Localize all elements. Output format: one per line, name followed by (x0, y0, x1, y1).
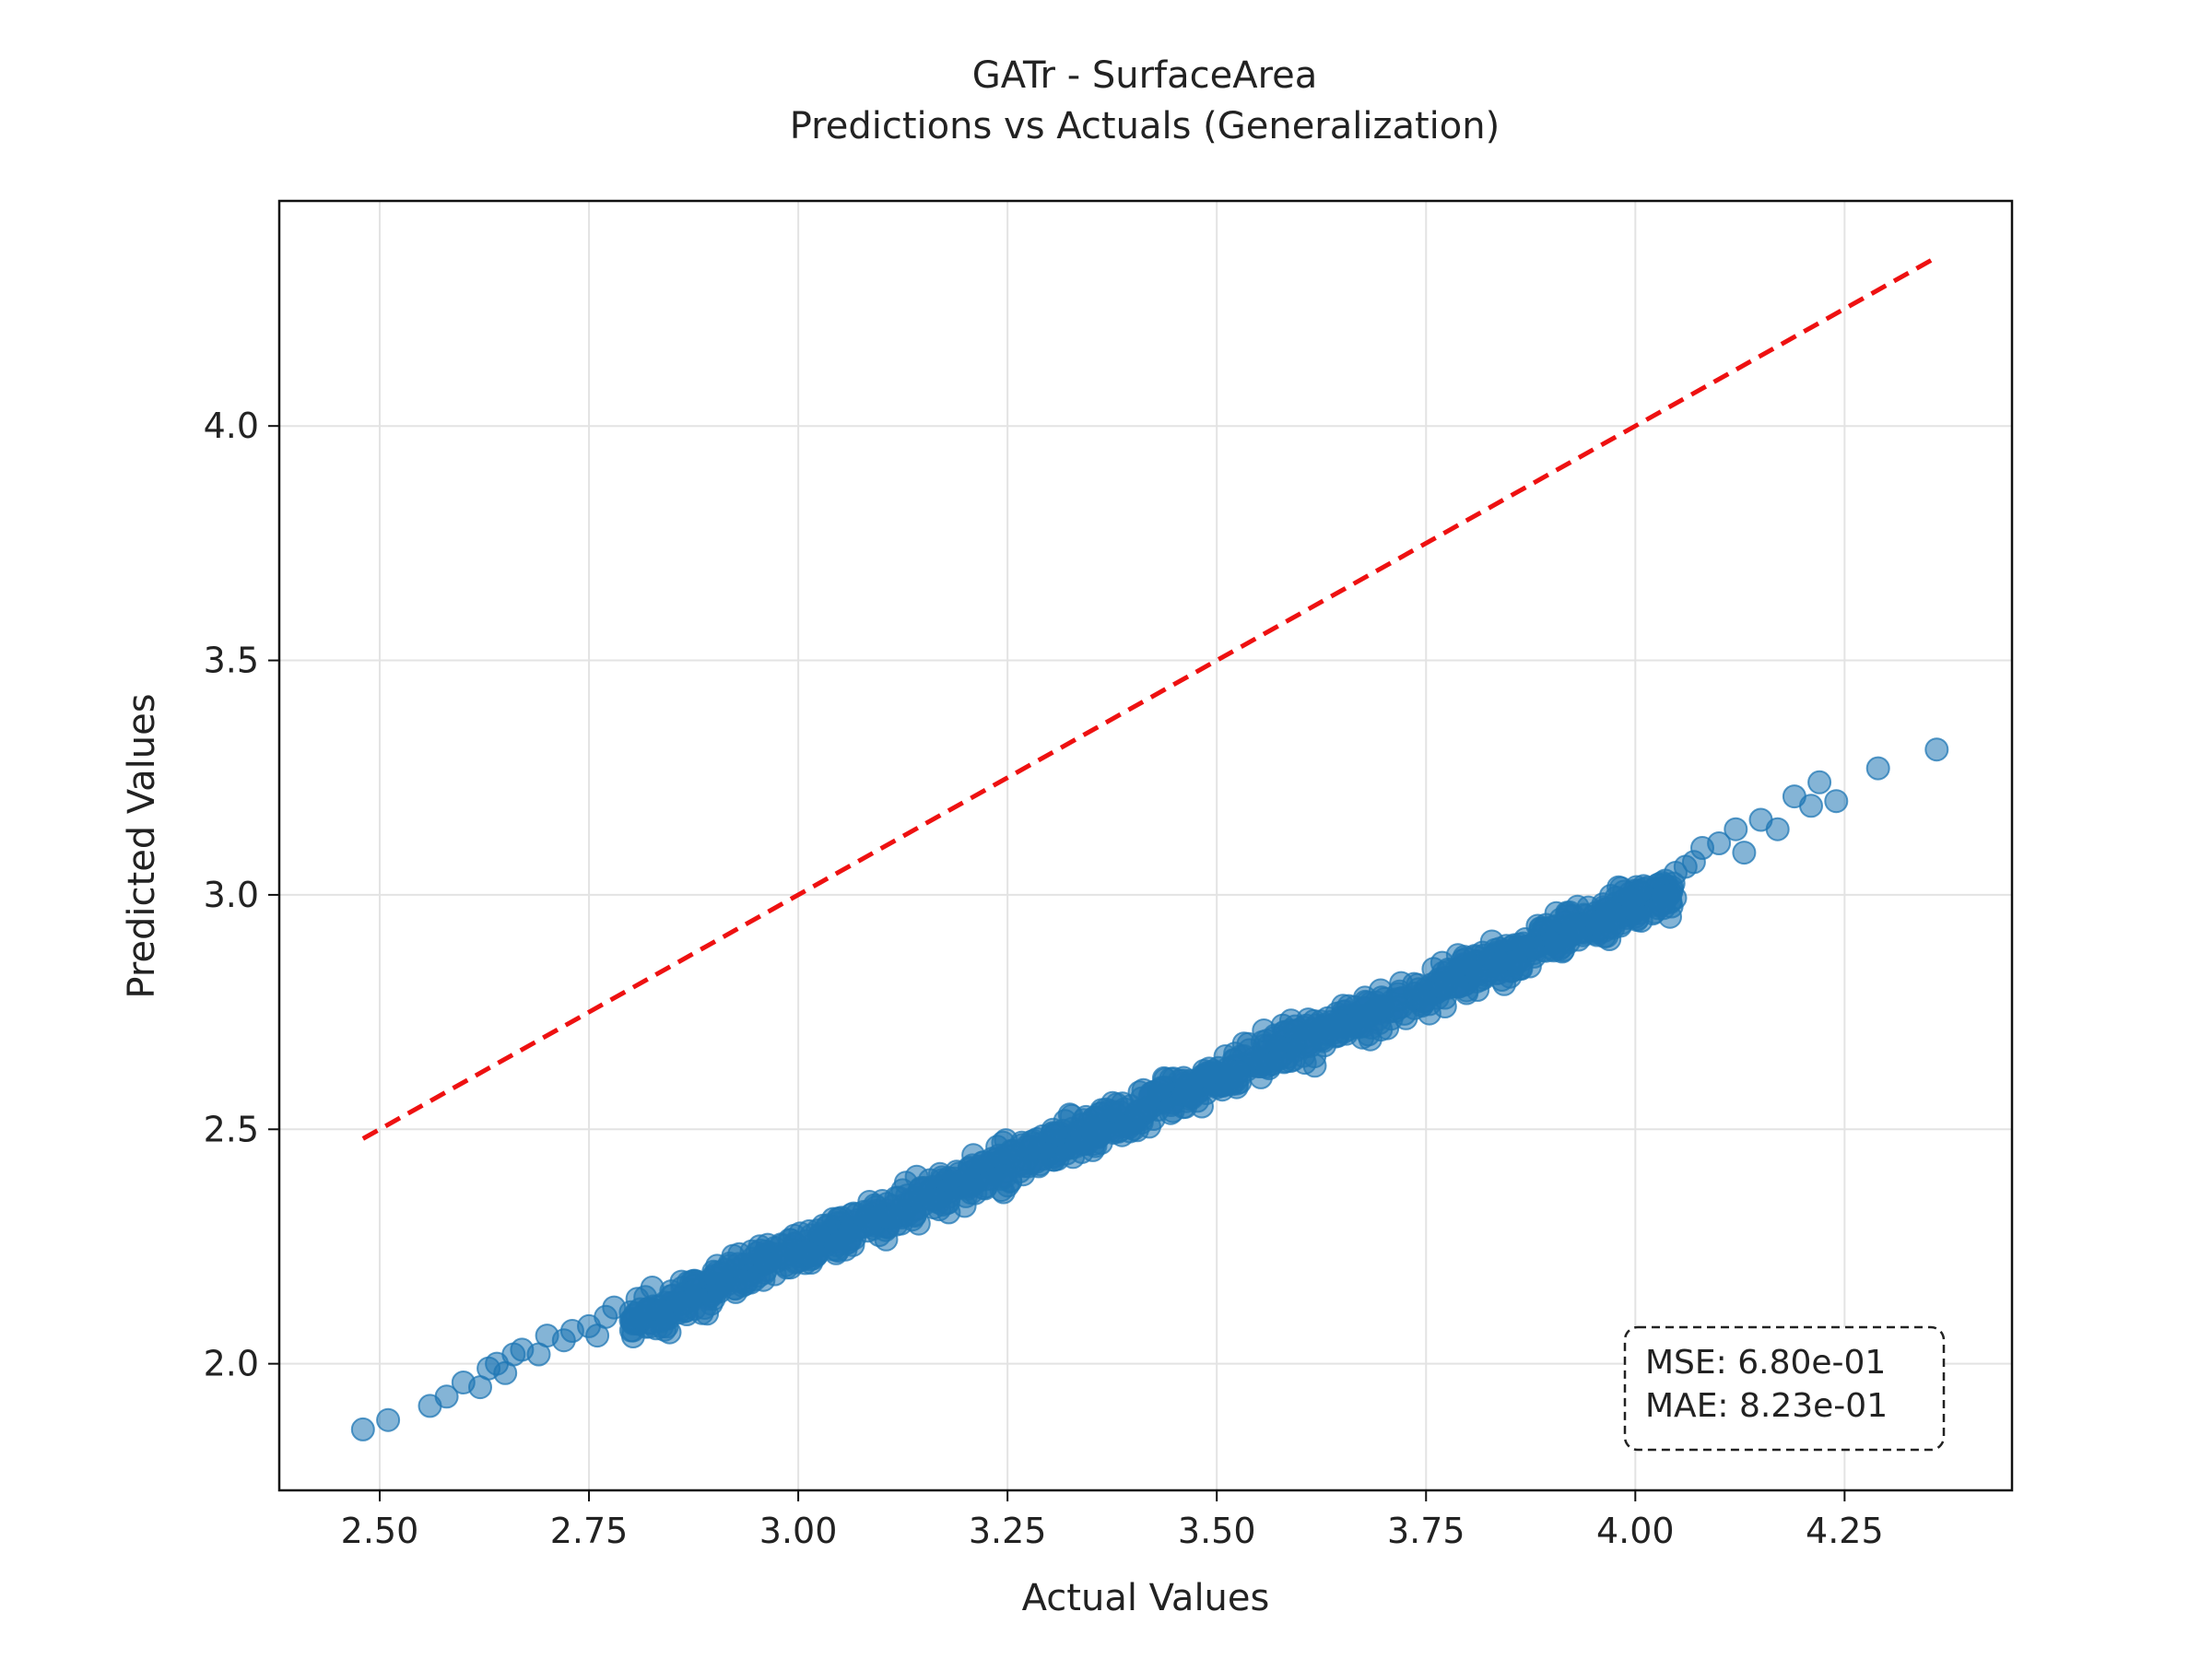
scatter-point (350, 1417, 375, 1441)
scatter-point (1385, 995, 1410, 1020)
scatter-point (1807, 770, 1832, 794)
x-tick-label: 3.25 (969, 1511, 1047, 1551)
chart-subtitle: Predictions vs Actuals (Generalization) (790, 105, 1500, 147)
x-tick-label: 3.00 (759, 1511, 838, 1551)
scatter-point (1799, 794, 1823, 818)
scatter-point (1064, 1134, 1088, 1159)
scatter-point (1452, 945, 1477, 970)
scatter-point (629, 1306, 653, 1330)
y-tick-label: 2.0 (204, 1344, 259, 1384)
scatter-point (1602, 902, 1627, 927)
y-tick-label: 2.5 (204, 1109, 259, 1149)
scatter-point (434, 1384, 459, 1409)
scatter-point (649, 1300, 674, 1324)
scatter-point (1359, 1015, 1383, 1040)
scatter-point (1412, 989, 1437, 1014)
chart-title: GATr - SurfaceArea (972, 54, 1318, 97)
scatter-point (1172, 1083, 1197, 1108)
reference-line-group (361, 254, 1938, 1141)
scatter-point (877, 1206, 902, 1230)
x-tick-label: 3.75 (1387, 1511, 1465, 1551)
scatter-points (350, 737, 1949, 1441)
x-tick-label: 4.25 (1806, 1511, 1884, 1551)
scatter-point (1652, 889, 1677, 914)
stats-mae-text: MAE: 8.23e-01 (1645, 1387, 1888, 1425)
scatter-point (1021, 1131, 1046, 1156)
scatter-point (1043, 1122, 1068, 1147)
scatter-point (1924, 737, 1949, 762)
scatter-point (1147, 1077, 1171, 1102)
scatter-point (376, 1407, 401, 1432)
scatter-point (1465, 962, 1489, 987)
stats-box: MSE: 6.80e-01 MAE: 8.23e-01 (1623, 1325, 1946, 1452)
plot-area-frame (277, 199, 2014, 1492)
scatter-point (1824, 789, 1849, 814)
x-tick-label: 2.75 (550, 1511, 629, 1551)
scatter-point (710, 1262, 735, 1287)
scatter-point (1281, 1047, 1306, 1072)
scatter-point (1118, 1094, 1143, 1119)
scatter-point (999, 1144, 1024, 1169)
scatter-point (1446, 973, 1471, 998)
scatter-point (1224, 1068, 1249, 1093)
x-tick-label: 3.50 (1178, 1511, 1256, 1551)
scatter-point (1432, 994, 1457, 1018)
scatter-point (1124, 1118, 1149, 1143)
scatter-point (1561, 913, 1586, 938)
scatter-point (909, 1176, 934, 1200)
x-tick-label: 2.50 (341, 1511, 419, 1551)
stats-mse-text: MSE: 6.80e-01 (1645, 1344, 1886, 1382)
scatter-point (936, 1190, 960, 1215)
scatter-point (753, 1251, 778, 1276)
scatter-point (1231, 1031, 1256, 1056)
scatter-point (1765, 817, 1790, 841)
reference-line (361, 254, 1938, 1141)
scatter-point (1259, 1053, 1284, 1077)
y-tick-label: 3.0 (204, 875, 259, 915)
stats-box-frame (1623, 1325, 1946, 1452)
scatter-point (1629, 909, 1653, 933)
scatter-point (1511, 931, 1535, 956)
x-axis-ticks: 2.50 2.75 3.00 3.25 3.50 3.75 4.00 4.25 (341, 1490, 1884, 1551)
scatter-point (1486, 949, 1511, 974)
scatter-point (1301, 1018, 1326, 1042)
scatter-point (1707, 831, 1732, 855)
scatter-point (1865, 756, 1890, 781)
scatter-point (1732, 841, 1757, 865)
y-axis-label: Predicted Values (121, 693, 163, 998)
scatter-point (1618, 885, 1643, 910)
scatter-point (1724, 817, 1748, 841)
y-tick-label: 3.5 (204, 641, 259, 681)
y-axis-ticks: 2.0 2.5 3.0 3.5 4.0 (204, 406, 279, 1384)
x-axis-label: Actual Values (1022, 1577, 1270, 1619)
x-tick-label: 4.00 (1596, 1511, 1675, 1551)
scatter-point (957, 1155, 982, 1180)
scatter-point (824, 1233, 849, 1257)
scatter-point (1160, 1099, 1185, 1124)
y-tick-label: 4.0 (204, 406, 259, 446)
